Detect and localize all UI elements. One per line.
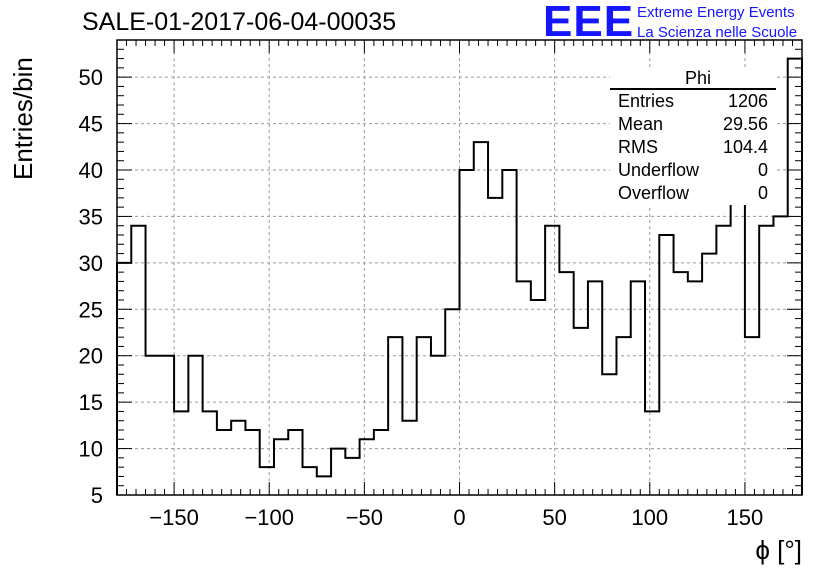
stats-row-rms: RMS 104.4 bbox=[610, 136, 776, 159]
stats-row-mean: Mean 29.56 bbox=[610, 113, 776, 136]
y-tick-label: 30 bbox=[79, 251, 103, 276]
y-axis-label: Entries/bin bbox=[8, 57, 38, 180]
x-tick-label: 50 bbox=[542, 505, 566, 530]
x-tick-label: 150 bbox=[727, 505, 764, 530]
stats-label: Overflow bbox=[618, 183, 690, 203]
stats-value: 0 bbox=[757, 160, 768, 180]
y-tick-label: 20 bbox=[79, 344, 103, 369]
stats-row-overflow: Overflow 0 bbox=[610, 182, 776, 205]
axis-ticks bbox=[117, 40, 802, 495]
x-tick-label: 100 bbox=[631, 505, 668, 530]
logo-line-1: Extreme Energy Events bbox=[637, 4, 795, 21]
histogram-series-phi bbox=[116, 57, 803, 495]
stats-box: Phi Entries 1206 Mean 29.56 RMS 104.4 Un… bbox=[610, 68, 776, 205]
logo-line-2: La Scienza nelle Scuole bbox=[637, 24, 798, 41]
stats-label: Underflow bbox=[618, 160, 700, 180]
stats-row-entries: Entries 1206 bbox=[610, 90, 776, 113]
y-tick-label: 35 bbox=[79, 204, 103, 229]
y-tick-label: 50 bbox=[79, 65, 103, 90]
stats-row-underflow: Underflow 0 bbox=[610, 159, 776, 182]
stats-value: 0 bbox=[757, 183, 768, 203]
stats-value: 1206 bbox=[727, 91, 768, 111]
plot-frame bbox=[116, 39, 803, 496]
stats-label: RMS bbox=[618, 137, 658, 157]
y-tick-label: 5 bbox=[91, 483, 103, 508]
y-tick-label: 15 bbox=[79, 390, 103, 415]
stats-label: Mean bbox=[618, 114, 664, 134]
stats-value: 104.4 bbox=[722, 137, 768, 157]
x-axis-label: ϕ [°] bbox=[755, 535, 802, 565]
x-tick-label: −100 bbox=[244, 505, 294, 530]
stats-label: Entries bbox=[618, 91, 675, 111]
y-tick-label: 25 bbox=[79, 297, 103, 322]
x-tick-label: 0 bbox=[453, 505, 465, 530]
chart-title: SALE-01-2017-06-04-00035 bbox=[82, 8, 397, 36]
y-tick-label: 10 bbox=[79, 437, 103, 462]
tick-labels: −150 −100 −50 0 50 100 150 5 10 15 20 25 30 35 40 45 50 bbox=[79, 65, 764, 530]
logo-caption: Extreme Energy Events La Scienza nelle S… bbox=[637, 3, 797, 43]
x-tick-label: −150 bbox=[149, 505, 199, 530]
stats-title: Phi bbox=[610, 68, 776, 90]
stats-value: 29.56 bbox=[722, 114, 768, 134]
x-tick-label: −50 bbox=[346, 505, 383, 530]
eee-logo: EEE bbox=[543, 0, 635, 46]
y-tick-label: 45 bbox=[79, 112, 103, 137]
y-tick-label: 40 bbox=[79, 158, 103, 183]
